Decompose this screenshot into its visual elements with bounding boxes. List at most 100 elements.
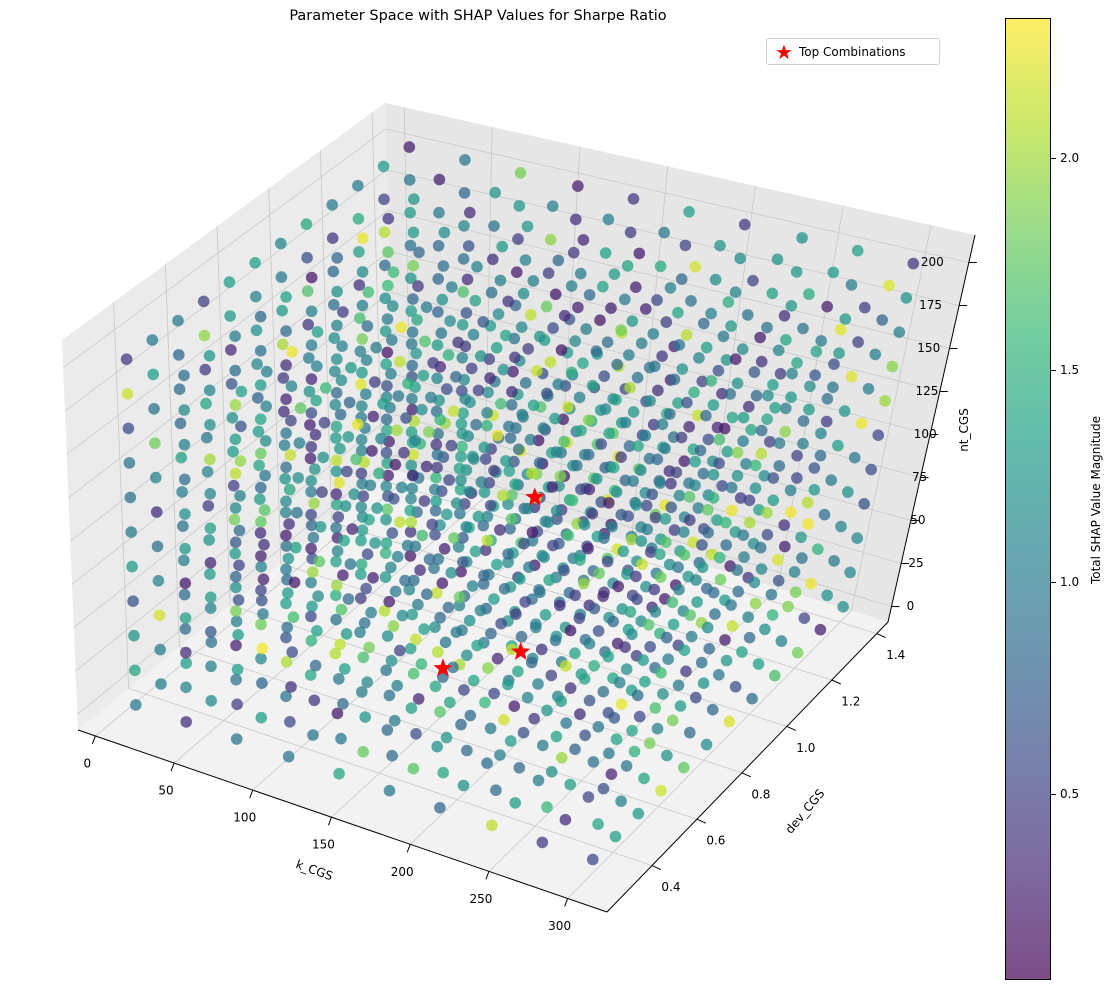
data-point <box>205 636 218 648</box>
data-point <box>502 556 514 569</box>
legend: ★ Top Combinations <box>766 38 940 65</box>
data-point <box>515 321 528 334</box>
data-point <box>619 293 631 306</box>
data-point <box>354 626 366 639</box>
data-point <box>294 402 307 415</box>
data-point <box>503 420 515 433</box>
data-point <box>572 301 584 314</box>
data-point <box>382 212 395 225</box>
data-point <box>229 547 241 560</box>
data-point <box>566 494 579 507</box>
data-point <box>698 317 710 330</box>
data-point <box>697 677 710 689</box>
data-point <box>709 273 722 286</box>
data-point <box>308 694 321 707</box>
data-point <box>356 400 368 413</box>
data-point <box>230 581 242 594</box>
data-point <box>825 474 837 487</box>
data-point <box>373 467 385 480</box>
data-point <box>714 573 727 586</box>
data-point <box>617 545 629 558</box>
data-point <box>560 660 572 672</box>
data-point <box>603 427 615 440</box>
data-point <box>517 287 530 300</box>
data-point <box>197 295 210 308</box>
data-point <box>725 320 737 332</box>
data-point <box>649 702 662 714</box>
data-point <box>360 354 373 366</box>
data-point <box>388 714 401 727</box>
data-point <box>429 680 442 693</box>
data-point <box>461 649 473 662</box>
axis-lines <box>77 234 977 913</box>
data-point <box>316 486 328 498</box>
colorbar-tick-label: 1.5 <box>1060 362 1080 377</box>
data-point <box>797 437 809 450</box>
data-point <box>427 357 439 369</box>
data-point <box>625 533 638 546</box>
data-point <box>455 565 467 578</box>
data-point <box>432 306 444 318</box>
data-point <box>405 492 417 505</box>
data-point <box>560 717 572 729</box>
data-point <box>488 464 500 477</box>
data-point <box>356 686 368 698</box>
data-point <box>120 353 133 366</box>
data-point <box>398 446 410 459</box>
data-point <box>583 694 596 707</box>
grid-line <box>385 128 969 263</box>
data-point <box>731 564 743 576</box>
data-point <box>851 532 863 544</box>
data-point <box>179 577 192 590</box>
data-point <box>684 609 696 621</box>
data-point <box>475 350 487 362</box>
data-point <box>540 300 553 313</box>
tick-label: 150 <box>917 341 940 355</box>
data-point <box>430 495 442 507</box>
data-point <box>876 314 888 326</box>
data-point <box>731 470 744 482</box>
data-point <box>842 486 854 498</box>
data-point <box>644 546 657 558</box>
data-point <box>364 479 377 492</box>
data-point <box>670 466 683 479</box>
data-point <box>749 459 762 472</box>
data-point <box>412 598 424 611</box>
x-tick <box>170 762 175 772</box>
data-point <box>675 273 688 285</box>
data-point <box>779 425 791 438</box>
data-point <box>705 375 718 387</box>
data-point <box>543 574 555 586</box>
data-point <box>624 606 637 618</box>
data-point <box>180 716 192 728</box>
data-point <box>392 390 405 402</box>
grid-line <box>320 150 332 523</box>
data-point <box>225 344 237 356</box>
data-point <box>455 474 467 486</box>
data-point <box>657 688 669 700</box>
data-point <box>355 568 367 580</box>
data-point <box>660 316 673 328</box>
data-point <box>731 377 744 390</box>
data-point <box>701 504 714 516</box>
data-point <box>463 614 476 627</box>
data-point <box>279 473 292 485</box>
data-point <box>772 344 785 357</box>
data-point <box>630 570 642 583</box>
data-point <box>805 577 817 590</box>
data-point <box>227 479 240 492</box>
data-point <box>654 477 666 489</box>
data-point <box>391 550 404 563</box>
data-point <box>498 583 511 595</box>
data-point <box>345 362 357 374</box>
data-point <box>435 327 448 340</box>
data-point <box>517 726 530 739</box>
data-point <box>771 253 784 266</box>
data-point <box>467 674 480 687</box>
data-point <box>643 737 656 749</box>
data-point <box>355 467 368 480</box>
data-point <box>722 296 735 308</box>
data-point <box>382 246 394 258</box>
data-point <box>651 294 663 306</box>
data-point <box>678 549 691 561</box>
